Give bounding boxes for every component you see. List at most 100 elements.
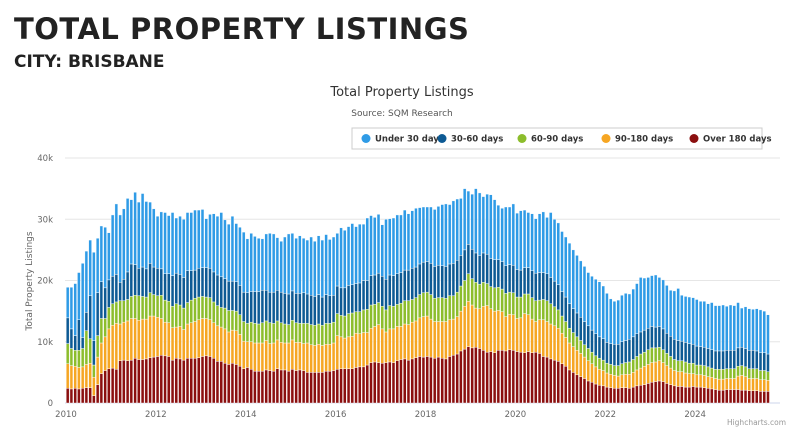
bar-segment[interactable] [410,268,414,300]
bar-segment[interactable] [290,339,295,370]
bar-segment[interactable] [429,263,433,295]
bar-segment[interactable] [88,387,92,404]
bar-segment[interactable] [638,367,643,386]
bar-segment[interactable] [766,314,770,355]
bar-segment[interactable] [418,294,422,319]
bar-segment[interactable] [466,273,471,302]
bar-segment[interactable] [384,331,388,363]
bar-segment[interactable] [249,341,253,370]
bar-segment[interactable] [582,266,587,322]
bar-segment[interactable] [717,378,721,391]
bar-segment[interactable] [414,297,418,322]
bar-segment[interactable] [406,359,411,404]
bar-segment[interactable] [500,208,504,262]
bar-segment[interactable] [743,348,748,368]
bar-segment[interactable] [193,298,197,322]
bar-segment[interactable] [653,361,658,382]
bar-segment[interactable] [762,352,766,371]
bar-segment[interactable] [560,332,564,365]
bar-segment[interactable] [107,307,111,330]
bar-segment[interactable] [65,388,70,404]
bar-segment[interactable] [564,321,568,338]
bar-segment[interactable] [335,369,339,404]
bar-segment[interactable] [185,323,190,359]
bar-segment[interactable] [477,308,482,349]
bar-segment[interactable] [395,326,399,361]
bar-segment[interactable] [189,299,193,323]
bar-segment[interactable] [552,306,557,327]
bar-segment[interactable] [590,329,594,353]
bar-segment[interactable] [556,361,560,404]
bar-segment[interactable] [294,370,298,404]
bar-segment[interactable] [305,293,310,324]
bar-segment[interactable] [620,295,624,342]
bar-segment[interactable] [695,299,699,347]
bar-segment[interactable] [384,309,388,333]
bar-segment[interactable] [260,322,265,344]
bar-segment[interactable] [683,372,688,388]
bar-segment[interactable] [384,279,388,311]
bar-segment[interactable] [279,322,283,343]
bar-segment[interactable] [474,282,478,309]
bar-segment[interactable] [268,233,272,293]
bar-segment[interactable] [245,341,250,368]
bar-segment[interactable] [328,344,332,372]
bar-segment[interactable] [650,347,654,363]
bar-segment[interactable] [766,353,770,372]
bar-segment[interactable] [489,351,493,404]
bar-segment[interactable] [530,352,534,404]
bar-segment[interactable] [133,192,137,265]
bar-segment[interactable] [736,302,740,349]
bar-segment[interactable] [556,222,560,285]
bar-segment[interactable] [575,312,579,338]
bar-segment[interactable] [534,351,538,404]
bar-segment[interactable] [534,218,538,274]
bar-segment[interactable] [609,298,613,344]
bar-segment[interactable] [489,286,493,309]
bar-segment[interactable] [725,389,729,404]
bar-segment[interactable] [163,273,167,301]
bar-segment[interactable] [290,233,295,292]
bar-segment[interactable] [638,331,643,355]
bar-segment[interactable] [635,385,639,404]
bar-segment[interactable] [762,370,766,380]
bar-segment[interactable] [747,378,751,391]
bar-segment[interactable] [335,285,339,314]
bar-segment[interactable] [579,260,583,318]
bar-segment[interactable] [451,200,456,264]
bar-segment[interactable] [504,206,508,266]
bar-segment[interactable] [148,201,152,264]
bar-segment[interactable] [331,236,336,296]
bar-segment[interactable] [758,370,763,380]
bar-segment[interactable] [84,387,89,404]
bar-segment[interactable] [133,318,137,359]
bar-segment[interactable] [653,347,658,363]
bar-segment[interactable] [286,293,291,325]
bar-segment[interactable] [462,188,467,251]
bar-segment[interactable] [537,213,542,273]
bar-segment[interactable] [414,208,418,268]
bar-segment[interactable] [758,379,763,392]
bar-segment[interactable] [519,351,523,404]
bar-segment[interactable] [485,351,489,404]
bar-segment[interactable] [496,287,501,311]
bar-segment[interactable] [736,347,740,367]
bar-segment[interactable] [88,338,92,364]
bar-segment[interactable] [447,356,452,404]
bar-segment[interactable] [328,323,332,345]
bar-segment[interactable] [73,366,77,389]
bar-segment[interactable] [129,263,134,297]
bar-segment[interactable] [594,366,598,385]
bar-segment[interactable] [339,287,343,316]
bar-segment[interactable] [489,194,493,259]
bar-segment[interactable] [189,212,193,271]
bar-segment[interactable] [418,317,422,357]
bar-segment[interactable] [586,360,590,382]
bar-segment[interactable] [197,209,201,269]
bar-segment[interactable] [346,368,351,404]
bar-segment[interactable] [212,301,216,323]
bar-segment[interactable] [73,388,77,404]
bar-segment[interactable] [219,212,223,278]
bar-segment[interactable] [335,335,339,370]
bar-segment[interactable] [399,302,403,327]
